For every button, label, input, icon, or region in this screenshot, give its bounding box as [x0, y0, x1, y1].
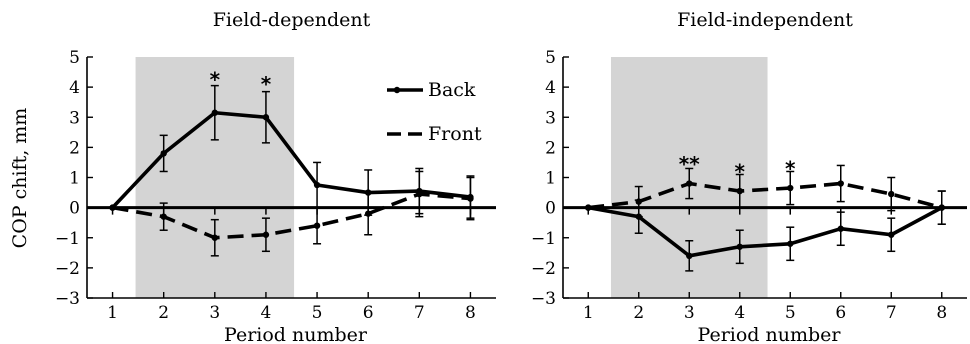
- series-line-back: [111, 110, 471, 209]
- data-point-front: [109, 204, 116, 211]
- data-point-front: [635, 198, 642, 205]
- data-point-front: [837, 180, 844, 187]
- x-tick-label: 7: [414, 303, 425, 323]
- data-point-front: [313, 222, 321, 229]
- significance-marker: *: [785, 156, 796, 180]
- legend-label-front: Front: [428, 123, 482, 145]
- legend-label-back: Back: [428, 79, 476, 101]
- legend-marker-back: [393, 86, 401, 94]
- y-tick-label: −2: [531, 259, 556, 279]
- y-tick-label: 1: [69, 169, 80, 189]
- data-point-back: [837, 225, 844, 232]
- data-point-back: [313, 181, 321, 189]
- y-tick-label: −1: [531, 229, 556, 249]
- legend: Back Front: [387, 79, 482, 145]
- significance-marker: **: [679, 152, 700, 176]
- data-point-front: [888, 190, 895, 198]
- data-point-front: [938, 204, 945, 211]
- y-axis-label: COP chift, mm: [9, 108, 31, 249]
- y-tick-label: 5: [545, 48, 556, 68]
- y-tick-label: 4: [69, 78, 80, 98]
- x-tick-label: 6: [835, 303, 846, 323]
- y-tick-label: −3: [531, 289, 556, 309]
- data-point-front: [686, 180, 693, 187]
- data-point-front: [262, 231, 270, 238]
- y-tick-label: 0: [545, 199, 556, 219]
- series-line-front: [112, 192, 471, 240]
- data-point-front: [211, 234, 219, 241]
- series-line-front: [588, 181, 943, 210]
- data-point-back: [888, 231, 895, 238]
- panel-title: Field-dependent: [213, 9, 371, 31]
- data-point-front: [736, 187, 743, 195]
- panel-field-independent: Field-independent −3 −2 −1 0 1 2 3 4 5 1 2 3 4 5 6 7 8 Per…: [531, 9, 967, 344]
- series-line-back: [587, 205, 943, 258]
- x-axis-label: Period number: [698, 324, 842, 344]
- y-tick-label: 4: [545, 78, 556, 98]
- x-tick-label: 6: [363, 303, 374, 323]
- x-tick-label: 5: [312, 303, 323, 323]
- data-point-front: [585, 204, 592, 211]
- significance-marker: *: [261, 72, 272, 96]
- x-tick-label: 8: [465, 303, 476, 323]
- x-tick-label: 2: [158, 303, 169, 323]
- y-tick-label: 5: [69, 48, 80, 68]
- x-axis-label: Period number: [224, 324, 368, 344]
- y-tick-label: 1: [545, 169, 556, 189]
- data-point-back: [211, 109, 219, 116]
- x-tick-label: 5: [785, 303, 796, 323]
- y-tick-label: −3: [55, 289, 80, 309]
- x-tick-label: 2: [633, 303, 644, 323]
- data-point-back: [160, 150, 167, 157]
- y-tick-label: 0: [69, 199, 80, 219]
- y-tick-label: 2: [545, 138, 556, 158]
- data-point-front: [416, 190, 423, 198]
- x-tick-label: 8: [936, 303, 947, 323]
- x-tick-label: 3: [209, 303, 220, 323]
- data-point-back: [262, 114, 270, 121]
- panel-field-dependent: Field-dependent −3 −2 −1 0 1 2 3 4 5 1 2 3 4 5 6 7 8 Perio…: [55, 9, 496, 344]
- x-tick-label: 1: [583, 303, 594, 323]
- data-point-back: [736, 243, 743, 250]
- y-tick-label: −2: [55, 259, 80, 279]
- x-tick-label: 1: [107, 303, 118, 323]
- significance-marker: *: [735, 159, 746, 183]
- data-point-back: [787, 240, 794, 247]
- y-tick-label: −1: [55, 229, 80, 249]
- data-point-back: [686, 252, 693, 260]
- panel-title: Field-independent: [677, 9, 853, 31]
- data-point-front: [467, 195, 474, 202]
- x-tick-label: 7: [886, 303, 897, 323]
- significance-marker: *: [210, 68, 221, 92]
- x-tick-label: 4: [261, 303, 272, 323]
- x-tick-label: 3: [684, 303, 695, 323]
- data-point-front: [160, 213, 167, 220]
- y-tick-label: 3: [545, 108, 556, 128]
- data-point-front: [787, 184, 794, 192]
- data-point-front: [364, 210, 372, 217]
- y-tick-label: 3: [69, 108, 80, 128]
- y-tick-label: 2: [69, 138, 80, 158]
- x-tick-label: 4: [734, 303, 745, 323]
